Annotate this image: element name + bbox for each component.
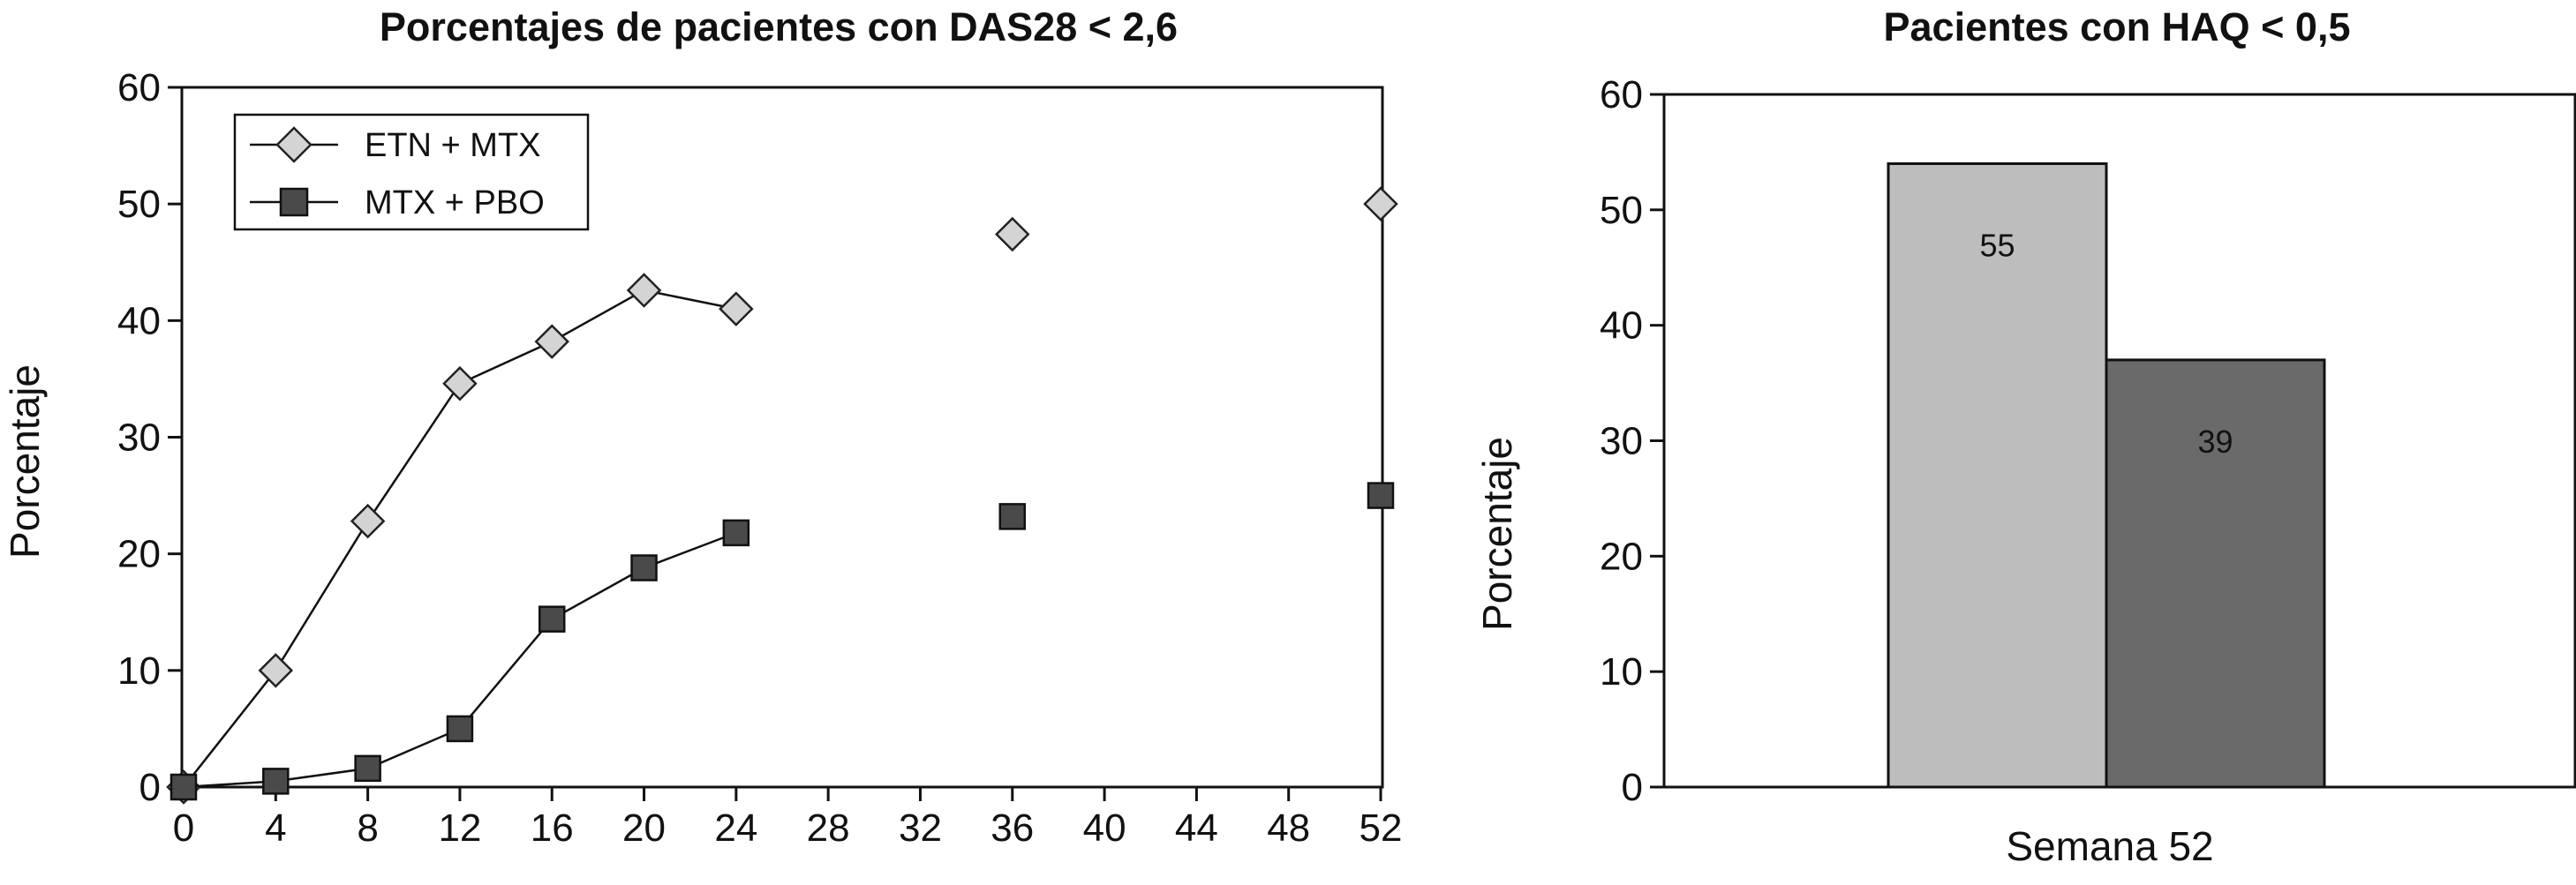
chart-das28-y-axis: 0 10 20 30 40 50 60 xyxy=(117,66,182,809)
point-etn-mtx xyxy=(995,216,1030,252)
point-etn-mtx xyxy=(534,324,569,359)
x-tick-label: 0 xyxy=(173,806,194,850)
x-tick-label: 28 xyxy=(807,806,850,850)
y-tick-label: 20 xyxy=(117,533,161,576)
y-tick-label: 50 xyxy=(1600,189,1643,232)
chart-das28-ylabel: Porcentaje xyxy=(2,364,48,559)
y-tick-label: 60 xyxy=(117,66,161,109)
bar-value-label: 39 xyxy=(2197,424,2233,460)
legend-label-mtx-pbo: MTX + PBO xyxy=(365,184,545,221)
chart-das28-series xyxy=(166,186,1398,805)
point-etn-mtx xyxy=(350,503,386,539)
x-tick-label: 20 xyxy=(622,806,666,850)
y-tick-label: 60 xyxy=(1600,73,1643,116)
point-etn-mtx xyxy=(626,273,662,308)
x-tick-label: 16 xyxy=(531,806,574,850)
bar xyxy=(2105,358,2326,789)
chart-haq-y-axis: 0 10 20 30 40 50 60 xyxy=(1600,73,1664,809)
y-tick-label: 20 xyxy=(1600,535,1643,578)
y-tick-label: 40 xyxy=(1600,304,1643,348)
x-tick-label: 36 xyxy=(990,806,1034,850)
point-mtx-pbo xyxy=(1367,482,1395,509)
y-tick-label: 50 xyxy=(117,183,161,226)
point-mtx-pbo xyxy=(630,554,658,581)
x-tick-label: 40 xyxy=(1083,806,1126,850)
x-tick-label: 12 xyxy=(438,806,481,850)
point-mtx-pbo xyxy=(262,768,290,795)
chart-haq-bars: 55 39 xyxy=(1887,162,2326,789)
chart-das28: Porcentajes de pacientes con DAS28 < 2,6… xyxy=(2,4,1402,850)
chart-das28-title: Porcentajes de pacientes con DAS28 < 2,6 xyxy=(380,4,1178,49)
x-tick-label: 24 xyxy=(714,806,757,850)
point-mtx-pbo xyxy=(722,519,750,547)
y-tick-label: 0 xyxy=(1622,766,1643,809)
point-mtx-pbo xyxy=(538,605,566,633)
y-tick-label: 0 xyxy=(139,766,161,809)
x-tick-label: 52 xyxy=(1360,806,1403,850)
y-tick-label: 30 xyxy=(1600,420,1643,463)
y-tick-label: 10 xyxy=(1600,650,1643,694)
chart-haq: Pacientes con HAQ < 0,5 Porcentaje 0 10 20… xyxy=(1474,4,2576,869)
point-mtx-pbo xyxy=(446,715,474,743)
x-tick-label: 32 xyxy=(899,806,942,850)
x-tick-label: 48 xyxy=(1267,806,1310,850)
chart-das28-x-axis: 0 4 8 12 16 20 24 28 32 36 40 44 48 52 xyxy=(173,787,1403,850)
x-tick-label: 44 xyxy=(1175,806,1218,850)
point-etn-mtx xyxy=(1363,186,1398,221)
point-etn-mtx xyxy=(719,291,754,326)
legend-marker-square-icon xyxy=(279,187,309,217)
bar-value-label: 55 xyxy=(1979,228,2015,264)
point-mtx-pbo xyxy=(169,773,198,801)
point-mtx-pbo xyxy=(998,503,1027,530)
series-line-etn-mtx xyxy=(183,289,737,788)
legend-marker-diamond-icon xyxy=(275,126,313,163)
point-mtx-pbo xyxy=(354,754,381,783)
point-etn-mtx xyxy=(258,653,294,688)
chart-haq-title: Pacientes con HAQ < 0,5 xyxy=(1884,4,2351,49)
y-tick-label: 30 xyxy=(117,416,161,460)
y-tick-label: 10 xyxy=(117,649,161,693)
chart-haq-ylabel: Porcentaje xyxy=(1474,437,1520,631)
legend-label-etn-mtx: ETN + MTX xyxy=(365,127,541,164)
x-tick-label: 4 xyxy=(265,806,286,850)
chart-das28-legend: ETN + MTX MTX + PBO xyxy=(233,113,590,231)
x-tick-label: 8 xyxy=(357,806,378,850)
y-tick-label: 40 xyxy=(117,299,161,342)
point-etn-mtx xyxy=(442,365,478,401)
chart-haq-xlabel: Semana 52 xyxy=(2006,823,2213,869)
